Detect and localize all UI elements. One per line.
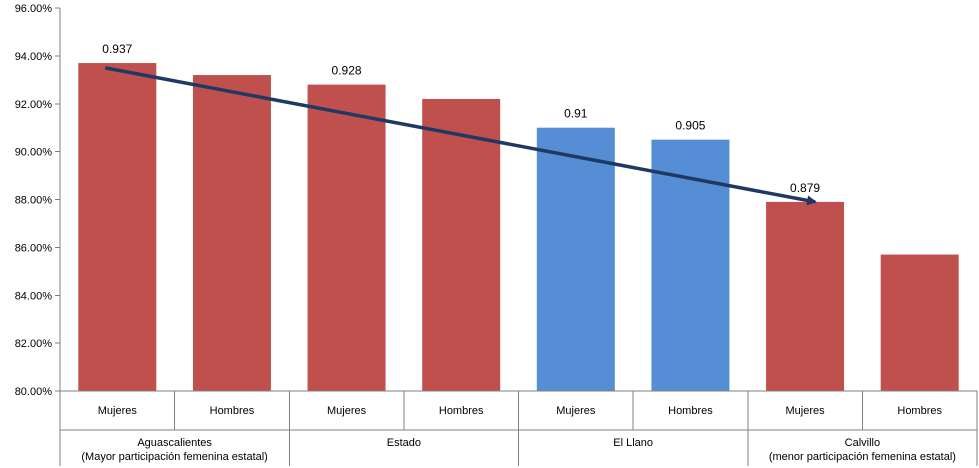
y-tick-label: 92.00% [15,99,53,111]
bar [192,75,271,392]
data-label: 0.905 [675,119,705,133]
category-label: Hombres [439,405,484,417]
y-tick-label: 94.00% [15,51,53,63]
data-label: 0.928 [332,64,362,78]
data-label: 0.91 [564,107,588,121]
category-label: Hombres [668,405,713,417]
category-label: Mujeres [327,405,367,417]
group-sublabel: (menor participación femenina estatal) [769,451,956,463]
trend-arrow [104,66,818,206]
group-label: Estado [387,437,421,449]
bars [78,63,959,392]
bar [536,127,615,391]
bar [78,63,157,392]
group-sublabel: (Mayor participación femenina estatal) [81,451,267,463]
bar [880,254,959,391]
bar [422,98,501,392]
category-label: Hombres [897,405,942,417]
category-label: Mujeres [556,405,596,417]
y-tick-label: 96.00% [15,3,53,15]
data-label: 0.879 [790,181,820,195]
y-tick-label: 82.00% [15,338,53,350]
data-label: 0.937 [102,42,132,56]
y-tick-label: 86.00% [15,242,53,254]
y-axis: 80.00% 82.00% 84.00% 86.00% 88.00% 90.00% 92.0… [15,3,61,398]
y-tick-label: 88.00% [15,195,53,207]
bar [307,84,386,391]
group-label: El Llano [613,437,653,449]
y-tick-label: 90.00% [15,147,53,159]
category-label: Mujeres [786,405,826,417]
category-label: Hombres [210,405,255,417]
group-label: Aguascalientes [137,437,212,449]
y-tick-label: 80.00% [15,386,53,398]
y-tick-label: 84.00% [15,290,53,302]
bar [766,201,845,391]
group-label: Calvillo [845,437,880,449]
trend-arrow-layer [104,66,818,206]
category-label: Mujeres [98,405,138,417]
x-axis: Mujeres Hombres Mujeres Hombres Mujeres Hombr… [59,390,978,466]
data-labels: 0.937 0.928 0.91 0.905 0.879 [102,42,820,195]
